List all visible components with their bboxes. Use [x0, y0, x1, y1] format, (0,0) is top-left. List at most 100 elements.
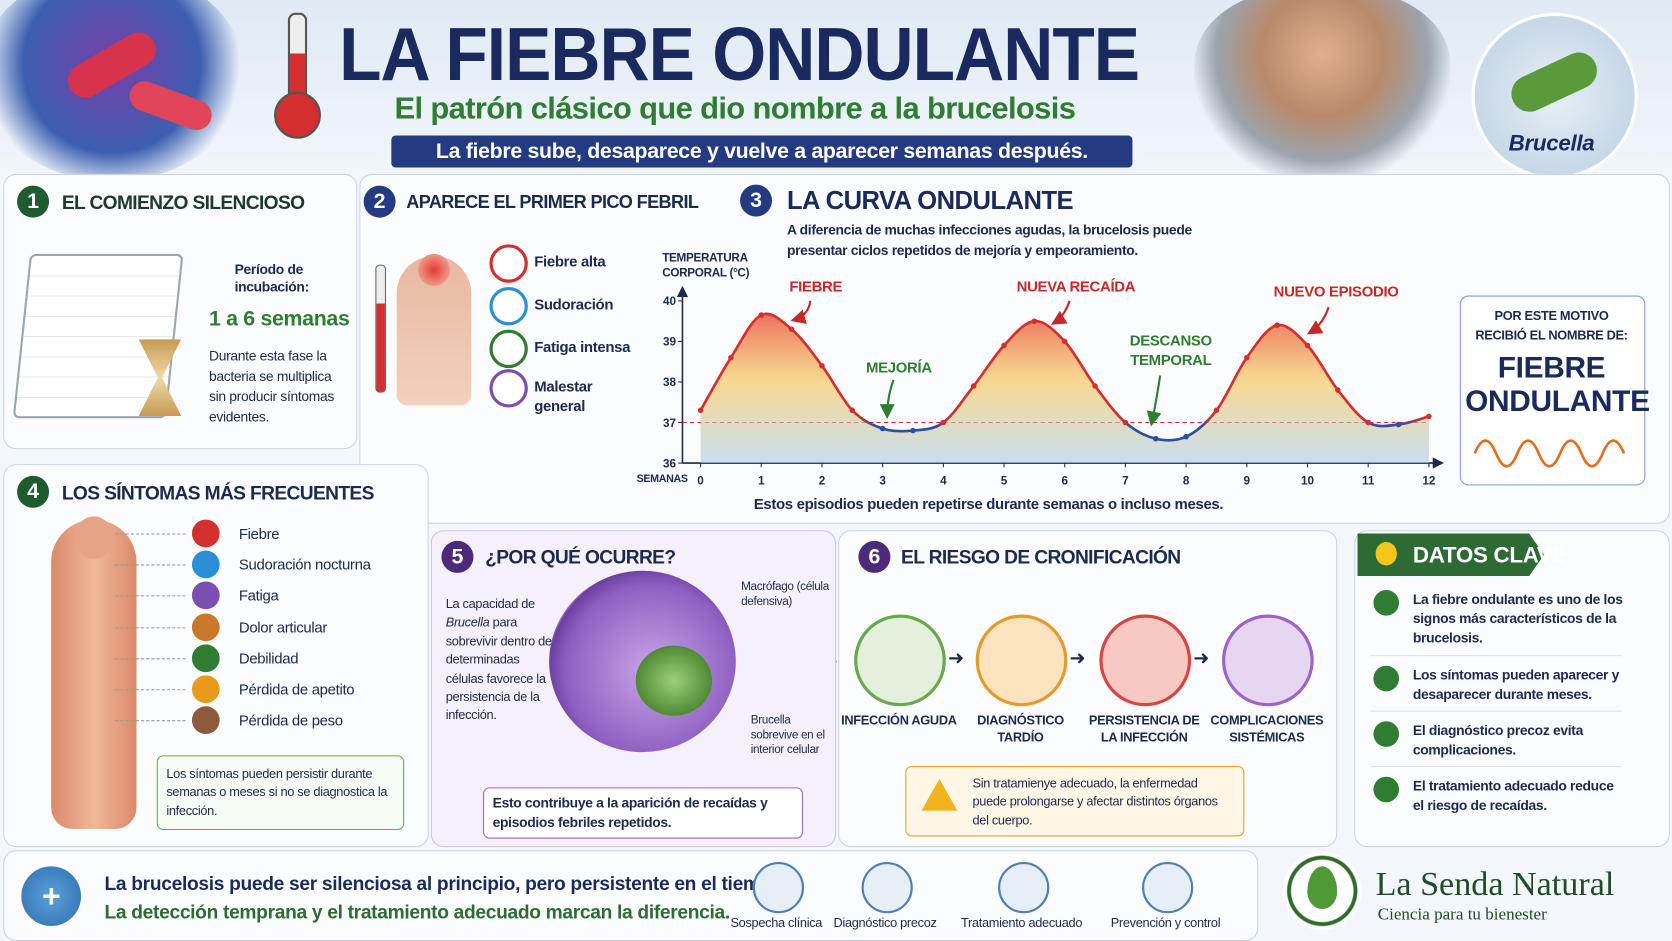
why-note: Esto contribuye a la aparición de recaíd… [483, 787, 803, 839]
footer-line: La brucelosis puede ser silenciosa al pr… [104, 872, 788, 895]
step-icon [975, 614, 1068, 707]
section-title: EL RIESGO DE CRONIFICACIÓN [901, 546, 1181, 568]
annotation: NUEVO EPISODIO [1273, 282, 1399, 300]
incubation-value: 1 a 6 semanas [209, 307, 350, 331]
symptom-label: Sudoración nocturna [238, 556, 371, 574]
head-fever [418, 253, 450, 286]
footer-icon-label: Prevención y control [1110, 915, 1221, 931]
symptom-leader [115, 626, 186, 628]
footer-icon-label: Tratamiento adecuado [960, 915, 1083, 931]
chart-caption: Estos episodios pueden repetirse durante… [753, 495, 1224, 513]
why-text-part: para sobrevivir dentro de determinadas c… [445, 614, 552, 723]
annotation: FIEBRE [789, 277, 843, 295]
step-label: INFECCIÓN AGUDA [841, 712, 957, 728]
x-axis-label: SEMANAS [636, 473, 688, 486]
brand-tagline: Ciencia para tu bienester [1377, 905, 1547, 924]
y-axis-label: TEMPERATURA CORPORAL (°C) [662, 251, 750, 280]
step-icon [1222, 614, 1314, 707]
section-title: APARECE EL PRIMER PICO FEBRIL [406, 192, 699, 213]
footer-line: La detección temprana y el tratamiento a… [104, 901, 731, 923]
check-icon [1373, 776, 1400, 803]
banner: La fiebre sube, desaparece y vuelve a ap… [391, 135, 1133, 168]
key-fact: El diagnóstico precoz evita complicacion… [1412, 722, 1583, 758]
check-icon [1373, 721, 1400, 747]
chart-title: LA CURVA ONDULANTE [786, 186, 1074, 216]
body-illustration [51, 519, 137, 829]
separator [1370, 766, 1622, 768]
symptom-leader [115, 595, 186, 597]
separator [1370, 655, 1622, 657]
key-fact: Los síntomas pueden aparecer y desaparec… [1412, 666, 1620, 703]
symptom-leader [115, 564, 186, 566]
step-label: COMPLICACIONES SISTÉMICAS [1210, 712, 1324, 745]
thermometer [375, 264, 387, 393]
symptom-icon [489, 286, 528, 326]
symptom-icon [191, 581, 220, 610]
symptom-label: Sudoración [534, 295, 614, 313]
step-label: PERSISTENCIA DE LA INFECCIÓN [1088, 712, 1200, 745]
chart-description: A diferencia de muchas infecciones aguda… [786, 221, 1192, 259]
name-box-name: FIEBRE ONDULANTE [1465, 351, 1650, 417]
symptom-label: Pérdida de peso [238, 711, 343, 729]
section-number: 6 [858, 540, 891, 573]
symptom-icon [489, 244, 528, 283]
symptom-leader [115, 533, 186, 535]
symptom-icon [191, 519, 220, 548]
symptom-icon [489, 329, 528, 369]
title: LA FIEBRE ONDULANTE [339, 12, 1140, 97]
step-label: DIAGNÓSTICO TARDÍO [977, 712, 1064, 745]
section-number: 5 [441, 540, 474, 573]
check-icon [1373, 589, 1400, 616]
annotation: DESCANSO TEMPORAL [1129, 331, 1212, 368]
name-box-title: POR ESTE MOTIVO RECIBIÓ EL NOMBRE DE: [1475, 308, 1628, 343]
footer-panel [3, 850, 1259, 941]
symptom-label: Debilidad [238, 649, 299, 667]
subtitle: El patrón clásico que dio nombre a la br… [394, 91, 1076, 126]
symptom-label: Pérdida de apetito [238, 680, 355, 698]
why-text-part: La capacidad de [445, 596, 535, 612]
annotation: MEJORÍA [866, 358, 932, 376]
symptom-label: Malestar general [534, 377, 593, 414]
symptom-icon [489, 369, 528, 408]
thermometer-bulb [274, 91, 321, 139]
step-arrow: ➜ [1069, 647, 1086, 669]
symptom-leader [115, 658, 186, 660]
symptom-label: Fiebre [238, 524, 280, 542]
warning-box [905, 766, 1245, 837]
symptom-icon [191, 550, 220, 579]
vacuole [635, 645, 713, 716]
section-title: ¿POR QUÉ OCURRE? [485, 546, 676, 568]
section-title: EL COMIENZO SILENCIOSO [61, 192, 305, 214]
brand-leaf [1307, 866, 1338, 909]
symptoms-note: Los síntomas pueden persistir durante se… [156, 755, 405, 831]
separator [1370, 710, 1622, 712]
symptom-leader [115, 720, 186, 722]
brand-name: La Senda Natural [1375, 864, 1615, 903]
key-facts-title: DATOS CLAVE [1412, 543, 1567, 568]
symptom-leader [115, 689, 186, 691]
key-fact: La fiebre ondulante es uno de los signos… [1412, 591, 1623, 646]
symptom-label: Fiebre alta [534, 252, 606, 270]
incubation-text: Durante esta fase la bacteria se multipl… [209, 347, 335, 425]
check-icon [1373, 665, 1400, 692]
step-icon [854, 614, 946, 707]
symptom-icon [191, 644, 220, 672]
heart-plus: + [41, 879, 61, 915]
bacteria-illustration [0, 0, 246, 182]
symptom-icon [191, 706, 220, 735]
symptom-label: Fatiga intensa [534, 338, 631, 356]
annotation: NUEVA RECAÍDA [1016, 277, 1136, 295]
warning-text: Sin tratamienye adecuado, la enfermedad … [972, 775, 1218, 828]
footer-icon-label: Diagnóstico precoz [833, 915, 937, 931]
footer-icon-label: Sospecha clínica [730, 915, 823, 931]
heart-icon [21, 866, 82, 927]
section-number: 1 [17, 185, 50, 218]
bulb-icon [1375, 541, 1397, 566]
section-number: 2 [363, 185, 396, 218]
step-icon [1099, 614, 1192, 707]
footer-icon [861, 862, 913, 914]
patient-illustration [1194, 0, 1451, 177]
